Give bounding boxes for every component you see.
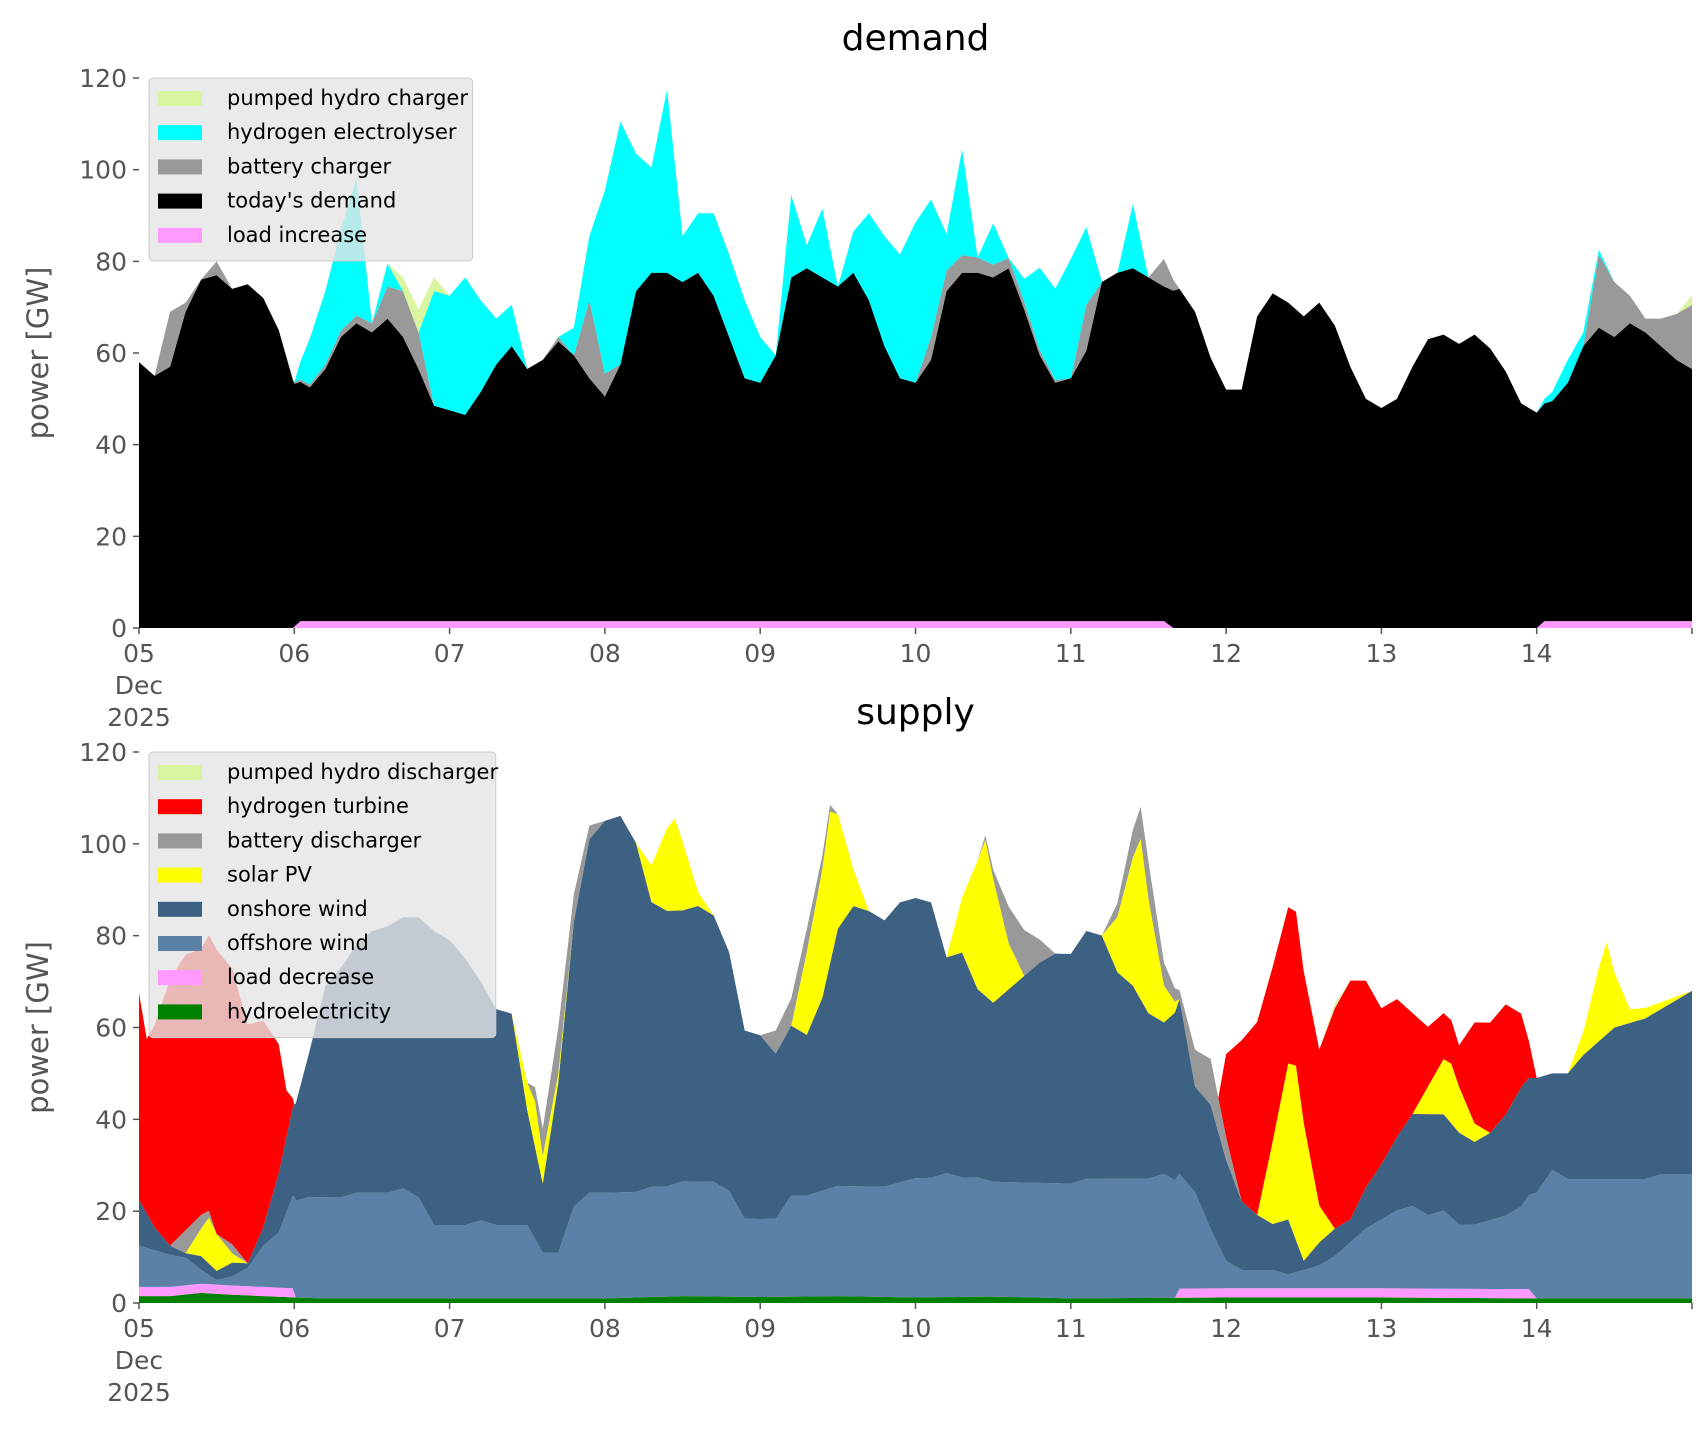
legend: pumped hydro discharger hydrogen turbine b…: [148, 751, 498, 1039]
area-load-decrease: [139, 1283, 1692, 1299]
chart-title: supply: [856, 692, 975, 733]
x-tick-label: 13: [1365, 1314, 1397, 1343]
x-tick-label: Dec: [115, 671, 163, 700]
area-today-s-demand: [139, 268, 1692, 628]
y-tick-label: 0: [111, 1289, 127, 1318]
legend-swatch-load-increase: [158, 227, 202, 243]
supply-chart: supply 0 20 40 60 80 100 120 power [GW] 05 Dec 2025…: [21, 692, 1693, 1407]
area-hydroelectricity: [139, 1292, 1692, 1303]
demand-chart: demand 0 20 40 60 80 100 120 power [GW] 05 Dec 2025…: [21, 18, 1693, 732]
legend-swatch-offshore-wind: [158, 936, 202, 951]
legend-swatch-solar-pv: [158, 867, 202, 883]
area-hydrogen-turbine: [139, 804, 1692, 1264]
x-tick-label: 08: [589, 1314, 621, 1343]
legend-label: battery charger: [227, 154, 392, 178]
x-tick-label: 07: [434, 639, 466, 668]
x-tick-label: 11: [1055, 1314, 1087, 1343]
y-tick-label: 40: [95, 1105, 127, 1134]
y-axis-label: power [GW]: [21, 267, 55, 440]
legend-label: hydrogen electrolyser: [227, 120, 457, 144]
y-tick-label: 40: [95, 431, 127, 460]
y-tick-label: 80: [95, 922, 127, 951]
legend-label: onshore wind: [227, 897, 368, 921]
x-tick-label: 14: [1521, 1314, 1553, 1343]
y-axis-label: power [GW]: [21, 941, 55, 1114]
y-tick-label: 120: [79, 64, 127, 93]
legend-swatch-hydroelectricity: [158, 1004, 202, 1020]
legend-label: battery discharger: [227, 828, 422, 852]
legend-swatch-onshore-wind: [158, 901, 202, 917]
x-tick-label: 08: [589, 639, 621, 668]
legend-swatch-pumped-hydro-discharger: [158, 765, 202, 780]
area-offshore-wind: [139, 1169, 1692, 1299]
legend-label: pumped hydro discharger: [227, 760, 498, 784]
y-tick-label: 120: [79, 738, 127, 767]
area-solar-pv: [139, 811, 1692, 1271]
y-axis: 0 20 40 60 80 100 120 power [GW]: [21, 64, 139, 643]
area-load-increase: [139, 621, 1692, 628]
stacked-areas: [139, 89, 1692, 628]
y-axis: 0 20 40 60 80 100 120 power [GW]: [21, 738, 139, 1318]
area-hydrogen-electrolyser: [139, 89, 1692, 415]
x-tick-label: 10: [900, 639, 932, 668]
y-tick-label: 100: [79, 156, 127, 185]
stacked-areas: [139, 804, 1692, 1303]
legend-label: pumped hydro charger: [227, 86, 468, 110]
x-tick-label: 10: [900, 1314, 932, 1343]
legend-swatch-today-s-demand: [158, 193, 202, 209]
x-tick-label: 12: [1210, 639, 1242, 668]
x-tick-label: 06: [278, 1314, 310, 1343]
x-axis: 05 Dec 2025 06 07 08 09 10 11 12 13 14: [107, 1303, 1693, 1407]
legend-frame: [148, 751, 497, 1039]
y-tick-label: 20: [95, 522, 127, 551]
legend-label: today's demand: [227, 189, 396, 213]
legend: pumped hydro charger hydrogen electrolyse…: [148, 77, 474, 262]
legend-swatch-hydrogen-turbine: [158, 799, 202, 815]
x-tick-label: Dec: [115, 1346, 163, 1375]
x-axis: 05 Dec 2025 06 07 08 09 10 11 12 13 14: [107, 628, 1693, 732]
legend-label: offshore wind: [227, 931, 369, 955]
x-tick-label: 09: [744, 1314, 776, 1343]
y-tick-label: 60: [95, 1014, 127, 1043]
x-tick-label: 2025: [107, 703, 171, 732]
legend-label: load decrease: [227, 965, 374, 989]
legend-label: solar PV: [227, 863, 312, 887]
legend-swatch-load-decrease: [158, 970, 202, 986]
x-tick-label: 11: [1055, 639, 1087, 668]
x-tick-label: 07: [434, 1314, 466, 1343]
chart-title: demand: [842, 18, 990, 59]
y-tick-label: 100: [79, 830, 127, 859]
x-tick-label: 06: [278, 639, 310, 668]
legend-label: load increase: [227, 223, 367, 247]
x-tick-label: 2025: [107, 1378, 171, 1407]
area-onshore-wind: [139, 815, 1692, 1281]
legend-swatch-pumped-hydro-charger: [158, 91, 202, 106]
x-tick-label: 12: [1210, 1314, 1242, 1343]
legend-swatch-hydrogen-electrolyser: [158, 125, 202, 141]
y-tick-label: 20: [95, 1197, 127, 1226]
x-tick-label: 09: [744, 639, 776, 668]
x-tick-label: 13: [1365, 639, 1397, 668]
y-tick-label: 0: [111, 614, 127, 643]
legend-swatch-battery-discharger: [158, 833, 202, 849]
legend-label: hydrogen turbine: [227, 794, 409, 818]
x-tick-label: 05: [123, 639, 155, 668]
y-tick-label: 60: [95, 339, 127, 368]
legend-frame: [148, 77, 474, 262]
x-tick-label: 05: [123, 1314, 155, 1343]
legend-swatch-battery-charger: [158, 159, 202, 175]
legend-label: hydroelectricity: [227, 999, 391, 1023]
x-tick-label: 14: [1521, 639, 1553, 668]
y-tick-label: 80: [95, 247, 127, 276]
